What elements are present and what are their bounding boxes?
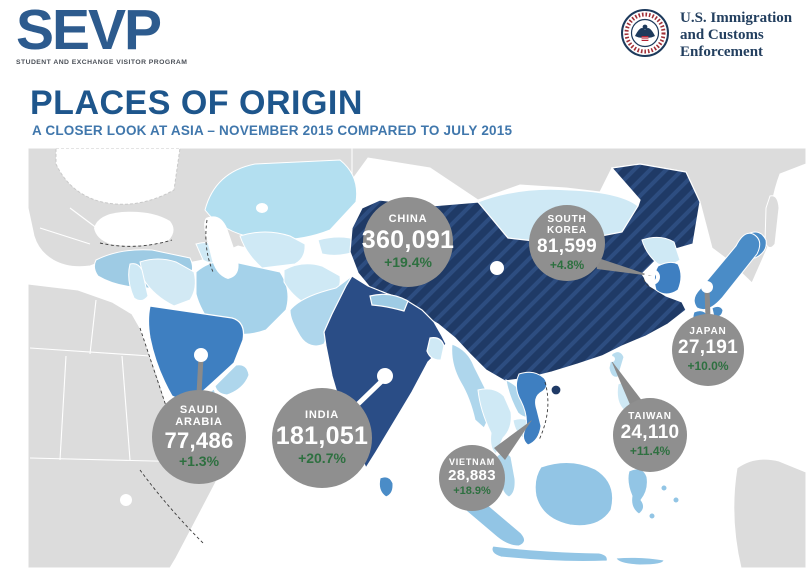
bubble-country-label: INDIA xyxy=(305,409,339,422)
thailand xyxy=(477,388,512,455)
bubble-change: +19.4% xyxy=(384,253,432,270)
bubble-country-label: SAUDI ARABIA xyxy=(175,403,223,429)
vietnam-connector xyxy=(494,420,532,460)
bubble-change: +20.7% xyxy=(298,449,346,466)
papua-new-guinea xyxy=(733,458,806,568)
bubble-country-label: CHINA xyxy=(388,213,428,226)
bubble-value: 24,110 xyxy=(620,422,680,444)
lesser-sunda xyxy=(615,556,665,566)
sevp-logo: SEVP STUDENT AND EXCHANGE VISITOR PROGRA… xyxy=(16,0,188,67)
ice-line-1: U.S. Immigration xyxy=(680,10,793,26)
taiwan-marker-dot xyxy=(609,356,615,362)
oman xyxy=(214,364,250,396)
sevp-logo-title: SEVP xyxy=(16,0,162,62)
saudi-marker-dot xyxy=(194,348,208,362)
bubble-india: INDIA 181,051 +20.7% xyxy=(272,388,372,488)
borneo xyxy=(534,462,614,527)
bubble-value: 181,051 xyxy=(275,421,369,450)
hainan xyxy=(550,384,562,396)
central-asia xyxy=(239,231,306,269)
bubble-country-label: JAPAN xyxy=(689,326,727,338)
china-marker-dot xyxy=(490,261,504,275)
india-connector xyxy=(354,376,387,408)
south-korea-marker-ring xyxy=(644,269,660,285)
caspian-sea xyxy=(204,216,239,279)
ukraine xyxy=(55,148,181,205)
iraq-syria xyxy=(139,258,196,307)
bubble-country-label: SOUTH KOREA xyxy=(546,213,588,236)
ice-wordmark: U.S. Immigration and Customs Enforcement xyxy=(680,10,792,61)
bubble-south-korea: SOUTH KOREA 81,599 +4.8% xyxy=(529,205,605,281)
bubble-japan: JAPAN 27,191 +10.0% xyxy=(672,314,744,386)
sevp-logo-tagline: STUDENT AND EXCHANGE VISITOR PROGRAM xyxy=(16,59,188,66)
ice-line-2: and Customs xyxy=(680,27,764,43)
black-sea xyxy=(94,211,174,246)
bubble-value: 28,883 xyxy=(448,467,496,485)
bubble-country-label: VIETNAM xyxy=(448,456,496,467)
levant xyxy=(128,263,149,302)
myanmar xyxy=(451,343,490,429)
bubble-change: +11.4% xyxy=(629,444,671,459)
japan-marker-dot xyxy=(701,281,713,293)
bubble-vietnam: VIETNAM 28,883 +18.9% xyxy=(439,445,505,511)
bubble-change: +1.3% xyxy=(178,453,220,470)
bangladesh xyxy=(426,337,445,361)
bubble-change: +18.9% xyxy=(453,485,491,498)
countries-light xyxy=(93,159,639,414)
page-subtitle: A CLOSER LOOK AT ASIA – NOVEMBER 2015 CO… xyxy=(32,123,513,138)
aral-sea xyxy=(256,203,268,213)
ice-logo: U.S. Immigration and Customs Enforcement xyxy=(620,8,792,63)
nepal xyxy=(369,293,409,312)
sulawesi xyxy=(627,468,648,515)
kazakhstan xyxy=(204,159,358,241)
sri-lanka xyxy=(378,476,394,498)
saudi-connector xyxy=(196,356,204,395)
bubble-change: +4.8% xyxy=(549,257,585,272)
bubble-saudi-arabia: SAUDI ARABIA 77,486 +1.3% xyxy=(152,390,246,484)
lake-victoria xyxy=(120,494,132,506)
page-title: PLACES OF ORIGIN xyxy=(30,84,363,122)
dhs-seal-icon xyxy=(620,8,670,63)
vietnam-region xyxy=(515,371,548,446)
bubble-value: 360,091 xyxy=(361,225,455,254)
bubble-value: 81,599 xyxy=(537,235,597,257)
bubble-china: CHINA 360,091 +19.4% xyxy=(361,197,455,287)
india-marker-dot xyxy=(377,368,393,384)
russia xyxy=(351,148,806,284)
java xyxy=(491,545,608,562)
japan-connector xyxy=(704,288,711,319)
bubble-value: 27,191 xyxy=(678,337,738,359)
ice-line-3: Enforcement xyxy=(680,44,764,60)
bubble-country-label: TAIWAN xyxy=(628,411,672,423)
seas-white xyxy=(55,148,268,506)
south-korea-connector xyxy=(595,257,652,276)
markers xyxy=(194,261,713,384)
bubble-change: +10.0% xyxy=(687,359,729,374)
bubble-taiwan: TAIWAN 24,110 +11.4% xyxy=(613,398,687,472)
bubble-value: 77,486 xyxy=(164,428,234,454)
